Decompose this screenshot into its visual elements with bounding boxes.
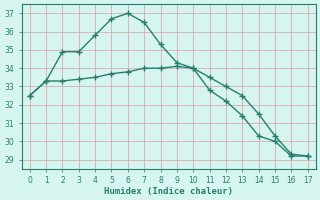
X-axis label: Humidex (Indice chaleur): Humidex (Indice chaleur) <box>104 187 233 196</box>
